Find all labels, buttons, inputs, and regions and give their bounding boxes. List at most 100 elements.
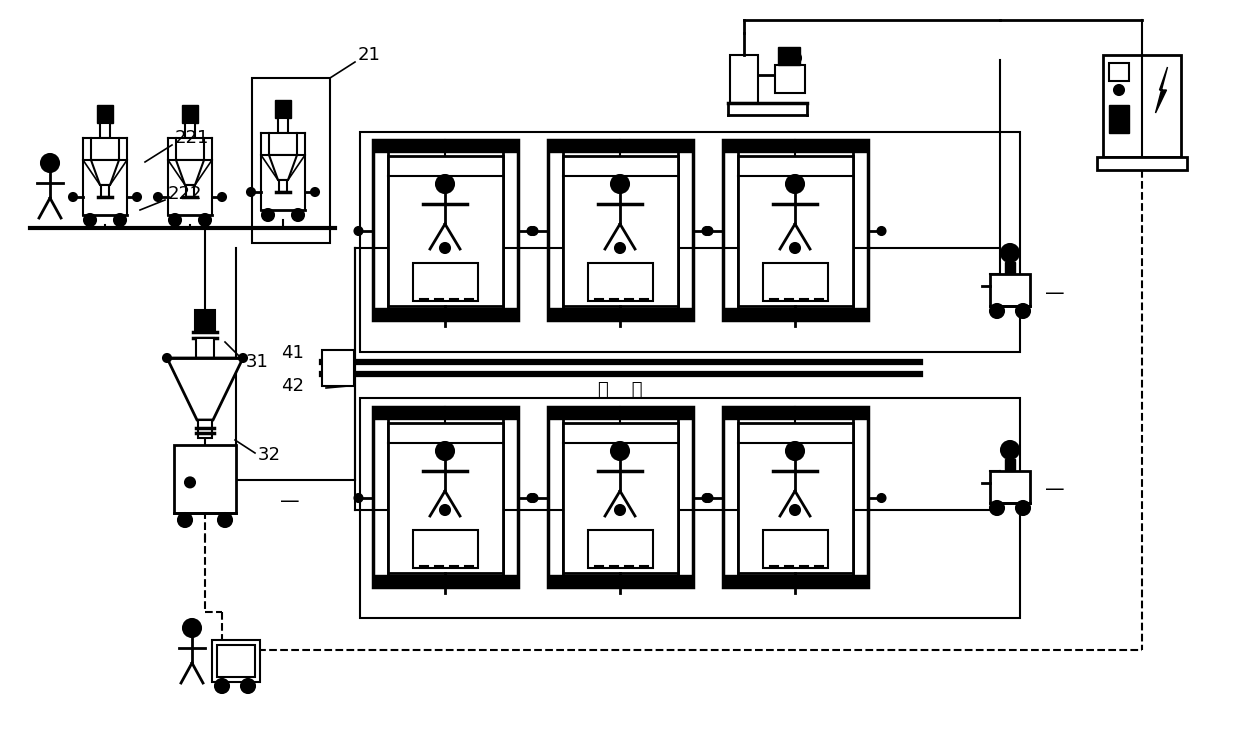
Bar — [176, 138, 205, 160]
Circle shape — [69, 193, 77, 201]
Circle shape — [247, 188, 255, 196]
Bar — [413, 263, 477, 301]
Circle shape — [615, 505, 625, 515]
Circle shape — [114, 214, 126, 226]
Circle shape — [786, 175, 804, 193]
Bar — [212, 640, 260, 682]
Circle shape — [990, 501, 1004, 515]
Text: —: — — [1045, 481, 1065, 499]
Circle shape — [215, 679, 229, 693]
Bar — [372, 140, 517, 320]
Bar — [1109, 105, 1128, 133]
Bar — [360, 398, 1021, 618]
Bar — [738, 423, 853, 573]
Circle shape — [615, 243, 625, 253]
Circle shape — [355, 227, 362, 235]
Bar — [548, 407, 692, 419]
Bar — [1109, 63, 1128, 81]
Bar — [777, 47, 800, 65]
Circle shape — [218, 513, 232, 527]
Polygon shape — [1156, 67, 1168, 113]
Bar — [372, 308, 517, 320]
Circle shape — [529, 227, 537, 235]
Bar — [100, 185, 109, 197]
Circle shape — [790, 243, 800, 253]
Bar — [588, 263, 652, 301]
Bar — [990, 471, 1030, 503]
Bar — [372, 140, 517, 152]
Bar — [548, 308, 692, 320]
Bar — [730, 55, 758, 103]
Bar — [548, 140, 692, 320]
Text: 222: 222 — [167, 185, 202, 203]
Circle shape — [704, 494, 713, 502]
Circle shape — [1016, 304, 1030, 318]
Bar — [387, 423, 502, 573]
Text: 轨    道: 轨 道 — [598, 381, 642, 399]
Bar — [372, 407, 517, 587]
Circle shape — [1001, 441, 1019, 459]
Text: 31: 31 — [246, 353, 269, 371]
Circle shape — [703, 227, 711, 235]
Circle shape — [704, 227, 713, 235]
Bar — [100, 123, 110, 138]
Circle shape — [611, 175, 629, 193]
Polygon shape — [269, 155, 298, 180]
Bar — [279, 180, 286, 192]
Circle shape — [611, 442, 629, 460]
Text: 21: 21 — [358, 46, 381, 64]
Bar — [723, 140, 868, 320]
Circle shape — [1114, 85, 1123, 95]
Bar — [97, 105, 113, 123]
Circle shape — [1001, 244, 1019, 262]
Bar — [723, 407, 868, 587]
Circle shape — [241, 679, 255, 693]
Text: 221: 221 — [175, 129, 210, 147]
Bar — [1004, 459, 1016, 471]
Text: 32: 32 — [258, 446, 281, 464]
Circle shape — [311, 188, 319, 196]
Bar — [738, 156, 853, 306]
Bar — [1104, 55, 1180, 157]
Circle shape — [786, 442, 804, 460]
Circle shape — [262, 209, 274, 221]
Bar — [563, 156, 677, 306]
Circle shape — [790, 505, 800, 515]
Bar — [174, 445, 236, 513]
Bar — [563, 423, 677, 573]
Circle shape — [133, 193, 141, 201]
Circle shape — [41, 154, 60, 172]
Bar — [1004, 262, 1016, 274]
Text: 42: 42 — [281, 377, 304, 395]
Bar — [252, 78, 330, 243]
Bar — [275, 100, 291, 118]
Bar — [269, 133, 298, 155]
Bar — [1097, 157, 1187, 170]
Bar — [182, 105, 198, 123]
Circle shape — [529, 494, 537, 502]
Bar — [387, 156, 502, 306]
Bar — [763, 263, 827, 301]
Bar — [372, 575, 517, 587]
Bar — [196, 338, 215, 358]
Bar — [278, 118, 288, 133]
Bar — [763, 530, 827, 568]
Circle shape — [440, 505, 450, 515]
Bar — [360, 132, 1021, 352]
Bar — [588, 530, 652, 568]
Circle shape — [185, 478, 195, 487]
Circle shape — [878, 227, 885, 235]
Circle shape — [527, 227, 536, 235]
Circle shape — [436, 175, 454, 193]
Circle shape — [239, 354, 247, 362]
Bar — [91, 138, 119, 160]
Polygon shape — [176, 160, 205, 185]
Circle shape — [527, 494, 536, 502]
Circle shape — [703, 494, 711, 502]
Bar — [185, 123, 195, 138]
Polygon shape — [91, 160, 119, 185]
Text: —: — — [280, 493, 300, 511]
Bar — [775, 65, 805, 93]
Bar — [372, 407, 517, 419]
Circle shape — [184, 619, 201, 637]
